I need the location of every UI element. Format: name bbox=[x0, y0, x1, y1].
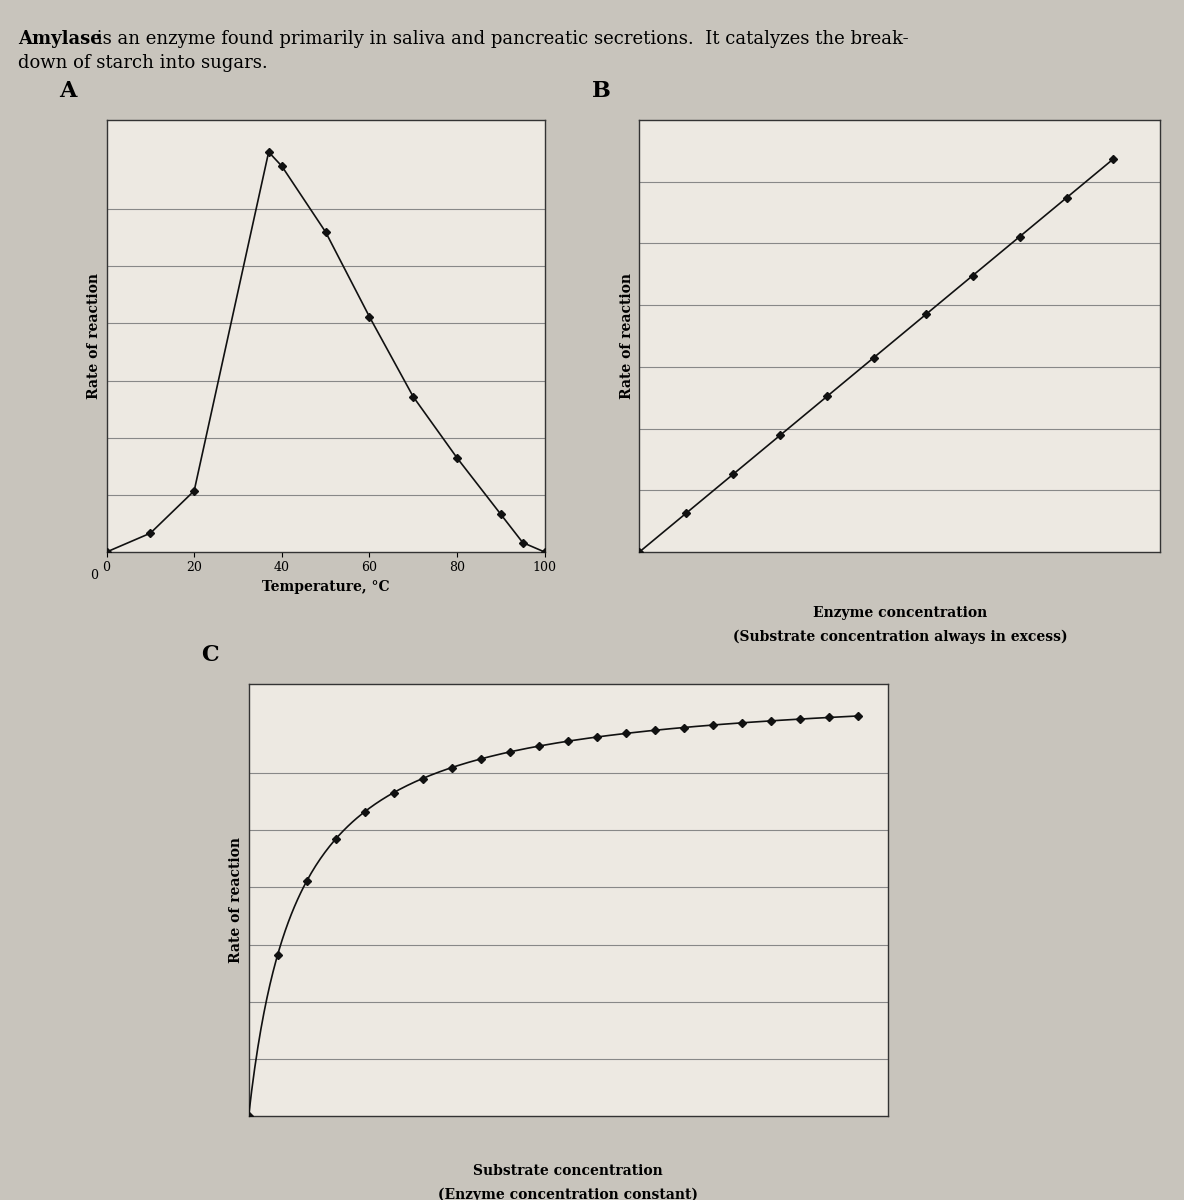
Text: (Substrate concentration always in excess): (Substrate concentration always in exces… bbox=[733, 630, 1067, 644]
Y-axis label: Rate of reaction: Rate of reaction bbox=[229, 838, 243, 962]
X-axis label: Temperature, °C: Temperature, °C bbox=[262, 580, 390, 594]
Text: Amylase: Amylase bbox=[18, 30, 102, 48]
Text: B: B bbox=[592, 80, 611, 102]
Text: 0: 0 bbox=[90, 569, 98, 582]
Y-axis label: Rate of reaction: Rate of reaction bbox=[86, 272, 101, 398]
Text: Substrate concentration: Substrate concentration bbox=[474, 1164, 663, 1178]
Text: (Enzyme concentration constant): (Enzyme concentration constant) bbox=[438, 1188, 699, 1200]
Text: down of starch into sugars.: down of starch into sugars. bbox=[18, 54, 268, 72]
Text: C: C bbox=[201, 644, 219, 666]
Text: A: A bbox=[59, 80, 77, 102]
Y-axis label: Rate of reaction: Rate of reaction bbox=[619, 272, 633, 398]
Text: Enzyme concentration: Enzyme concentration bbox=[812, 606, 987, 620]
Text: is an enzyme found primarily in saliva and pancreatic secretions.  It catalyzes : is an enzyme found primarily in saliva a… bbox=[91, 30, 909, 48]
